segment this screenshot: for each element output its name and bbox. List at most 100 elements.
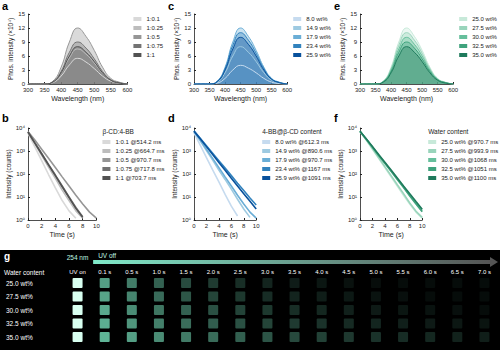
svg-text:4.5 s: 4.5 s <box>342 269 355 275</box>
svg-text:300: 300 <box>189 87 200 93</box>
svg-text:Intensity (counts): Intensity (counts) <box>5 149 13 199</box>
svg-text:600: 600 <box>282 87 293 93</box>
svg-text:0: 0 <box>358 223 362 229</box>
svg-text:8.0 wt% @612.3 ms: 8.0 wt% @612.3 ms <box>275 139 329 145</box>
svg-text:9: 9 <box>354 39 358 45</box>
svg-text:550: 550 <box>267 87 278 93</box>
svg-text:27.5 wt%: 27.5 wt% <box>472 25 497 31</box>
svg-text:1:0.75: 1:0.75 <box>146 43 163 49</box>
svg-text:1:0.25 @664.7 ms: 1:0.25 @664.7 ms <box>115 148 164 154</box>
svg-text:9: 9 <box>22 39 26 45</box>
svg-text:12: 12 <box>18 25 25 31</box>
svg-text:1:0.75 @717.8 ms: 1:0.75 @717.8 ms <box>115 166 164 172</box>
svg-text:d: d <box>168 112 175 124</box>
svg-text:10³: 10³ <box>16 148 25 154</box>
svg-text:12: 12 <box>184 25 191 31</box>
svg-text:2.5 s: 2.5 s <box>234 269 247 275</box>
svg-text:0: 0 <box>192 223 196 229</box>
svg-text:Water content: Water content <box>4 269 44 276</box>
svg-text:25.0 wt%: 25.0 wt% <box>6 280 33 287</box>
svg-text:Time (s): Time (s) <box>378 231 403 239</box>
svg-text:500: 500 <box>89 87 100 93</box>
svg-text:4: 4 <box>383 223 387 229</box>
svg-text:Intensity (counts): Intensity (counts) <box>337 149 345 199</box>
svg-text:6: 6 <box>396 223 400 229</box>
svg-text:2.0 s: 2.0 s <box>207 269 220 275</box>
svg-text:1.0 s: 1.0 s <box>152 269 165 275</box>
svg-text:4: 4 <box>54 223 58 229</box>
svg-text:10³: 10³ <box>348 148 357 154</box>
svg-text:2: 2 <box>205 223 209 229</box>
svg-text:450: 450 <box>236 87 247 93</box>
svg-text:350: 350 <box>205 87 216 93</box>
svg-text:10¹: 10¹ <box>16 194 25 200</box>
svg-text:17.9 wt%: 17.9 wt% <box>306 34 331 40</box>
svg-text:Phos. intensity (×10⁴): Phos. intensity (×10⁴) <box>7 18 15 80</box>
svg-text:β-CD:4-BB: β-CD:4-BB <box>102 128 134 136</box>
svg-text:Phos. intensity (×10⁴): Phos. intensity (×10⁴) <box>339 18 347 80</box>
svg-text:14.9 wt% @890.6 ms: 14.9 wt% @890.6 ms <box>275 148 332 154</box>
svg-text:400: 400 <box>56 87 67 93</box>
svg-text:500: 500 <box>417 87 428 93</box>
svg-text:1.5 s: 1.5 s <box>180 269 193 275</box>
svg-text:a: a <box>2 0 9 12</box>
svg-text:10²: 10² <box>348 171 357 177</box>
svg-text:Water content: Water content <box>428 128 468 135</box>
svg-text:5.0 s: 5.0 s <box>369 269 382 275</box>
svg-text:1:0.5: 1:0.5 <box>146 34 160 40</box>
svg-text:6: 6 <box>354 53 358 59</box>
svg-text:12: 12 <box>350 25 357 31</box>
svg-text:35.0 wt%: 35.0 wt% <box>472 52 497 58</box>
svg-text:10²: 10² <box>16 171 25 177</box>
svg-text:17.9 wt% @970.7 ms: 17.9 wt% @970.7 ms <box>275 157 332 163</box>
svg-text:10: 10 <box>419 223 426 229</box>
svg-text:0: 0 <box>26 223 30 229</box>
svg-text:25.9 wt% @1091 ms: 25.9 wt% @1091 ms <box>275 175 330 181</box>
svg-text:10⁴: 10⁴ <box>348 125 358 131</box>
svg-text:Phos. intensity (×10⁴): Phos. intensity (×10⁴) <box>173 18 181 80</box>
svg-text:4: 4 <box>217 223 221 229</box>
svg-text:23.4 wt%: 23.4 wt% <box>306 43 331 49</box>
svg-text:2: 2 <box>40 223 44 229</box>
svg-text:b: b <box>2 112 9 124</box>
svg-text:23.4 wt% @1167 ms: 23.4 wt% @1167 ms <box>275 166 330 172</box>
svg-text:10¹: 10¹ <box>182 194 191 200</box>
svg-text:10³: 10³ <box>182 148 191 154</box>
svg-text:c: c <box>168 0 174 12</box>
svg-text:600: 600 <box>448 87 459 93</box>
svg-text:254 nm: 254 nm <box>67 254 89 261</box>
svg-text:3.0 s: 3.0 s <box>261 269 274 275</box>
svg-text:400: 400 <box>386 87 397 93</box>
svg-text:8: 8 <box>408 223 412 229</box>
svg-text:8: 8 <box>242 223 246 229</box>
svg-text:6.0 s: 6.0 s <box>424 269 437 275</box>
svg-text:300: 300 <box>355 87 366 93</box>
svg-text:4.0 s: 4.0 s <box>315 269 328 275</box>
svg-text:32.5 wt% @1051 ms: 32.5 wt% @1051 ms <box>441 166 496 172</box>
svg-text:5.5 s: 5.5 s <box>397 269 410 275</box>
svg-text:35.0 wt% @1100 ms: 35.0 wt% @1100 ms <box>441 175 496 181</box>
svg-text:e: e <box>334 0 340 12</box>
svg-text:25.0 wt%: 25.0 wt% <box>472 16 497 22</box>
svg-text:f: f <box>334 112 338 124</box>
svg-text:30.0 wt%: 30.0 wt% <box>472 34 497 40</box>
svg-text:10¹: 10¹ <box>348 194 357 200</box>
svg-text:6: 6 <box>230 223 234 229</box>
svg-text:350: 350 <box>40 87 51 93</box>
svg-text:300: 300 <box>23 87 34 93</box>
svg-text:30.0 wt%: 30.0 wt% <box>6 307 33 314</box>
svg-text:g: g <box>4 251 10 262</box>
svg-text:8.0 wt%: 8.0 wt% <box>306 16 328 22</box>
svg-text:1:1: 1:1 <box>146 52 155 58</box>
svg-text:4-BB@β-CD content: 4-BB@β-CD content <box>262 128 322 136</box>
svg-text:35.0 wt%: 35.0 wt% <box>6 334 33 341</box>
svg-text:3: 3 <box>188 67 192 73</box>
svg-text:9: 9 <box>188 39 192 45</box>
svg-text:1:0.1: 1:0.1 <box>146 16 160 22</box>
svg-text:0.5 s: 0.5 s <box>125 269 138 275</box>
svg-text:1:0.25: 1:0.25 <box>146 25 163 31</box>
svg-text:10⁰: 10⁰ <box>16 217 26 223</box>
svg-text:450: 450 <box>402 87 413 93</box>
svg-text:500: 500 <box>251 87 262 93</box>
svg-text:30.0 wt% @1068 ms: 30.0 wt% @1068 ms <box>441 157 496 163</box>
